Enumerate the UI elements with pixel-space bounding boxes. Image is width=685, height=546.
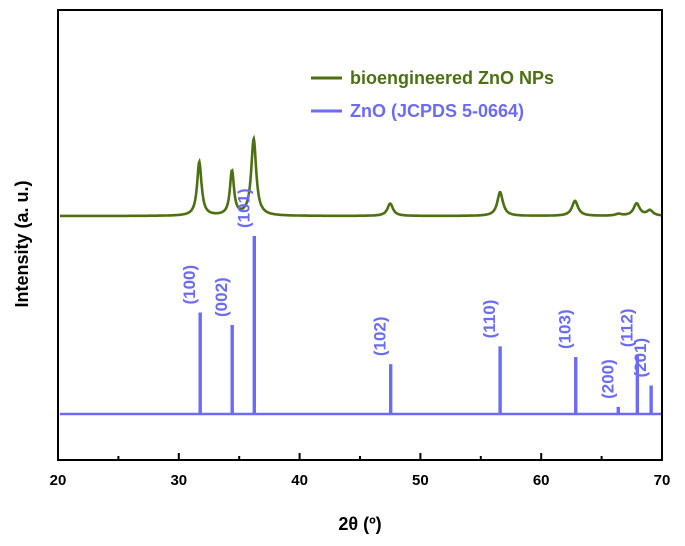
peak-label-7: (112) xyxy=(617,309,636,348)
peak-label-0: (100) xyxy=(180,265,199,305)
x-axis-ticks: 20 30 40 50 60 70 xyxy=(50,453,671,489)
x-tick-label: 70 xyxy=(654,472,671,489)
legend-label-sample: bioengineered ZnO NPs xyxy=(350,68,554,88)
peak-label-3: (102) xyxy=(371,316,390,356)
x-tick-label: 30 xyxy=(170,472,187,489)
x-tick-label: 40 xyxy=(291,472,308,489)
peak-label-5: (103) xyxy=(556,309,575,349)
peak-label-2: (101) xyxy=(234,188,253,228)
legend: bioengineered ZnO NPs ZnO (JCPDS 5-0664) xyxy=(311,68,554,121)
x-axis-title: 2θ (º) xyxy=(338,514,381,534)
peak-label-8: (201) xyxy=(631,338,650,378)
peak-label-1: (002) xyxy=(212,277,231,317)
x-tick-label: 60 xyxy=(533,472,550,489)
peak-label-6: (200) xyxy=(598,359,617,399)
peak-labels: (100) (002) (101) (102) (110) (103) (200)(112)… xyxy=(180,188,650,399)
x-tick-label: 50 xyxy=(412,472,429,489)
series-line-sample xyxy=(60,134,663,218)
peak-label-4: (110) xyxy=(480,300,499,339)
plot-area xyxy=(60,134,663,416)
y-axis-title: Intensity (a. u.) xyxy=(12,180,32,307)
legend-label-reference: ZnO (JCPDS 5-0664) xyxy=(350,101,524,121)
x-tick-label: 20 xyxy=(50,472,67,489)
